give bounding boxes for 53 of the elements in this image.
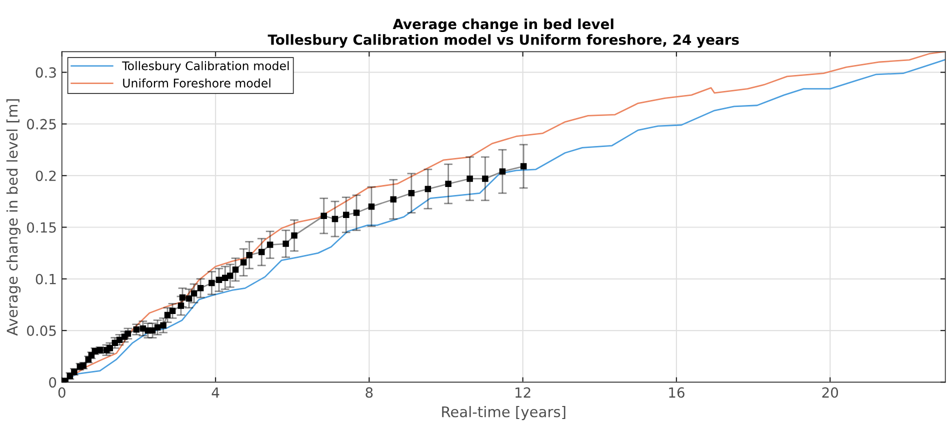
point xyxy=(445,180,452,187)
point xyxy=(190,290,198,296)
y-tick-label: 0.3 xyxy=(36,67,56,78)
chart-subtitle: Tollesbury Calibration model vs Uniform foreshore, 24 years xyxy=(268,34,739,48)
point xyxy=(208,280,215,286)
point xyxy=(482,176,488,182)
point xyxy=(320,212,327,220)
x-axis-title: Real-time [years] xyxy=(442,406,566,420)
point xyxy=(222,274,228,281)
x-tick-label: 16 xyxy=(669,387,684,398)
point xyxy=(164,312,171,318)
point xyxy=(169,308,176,314)
point xyxy=(258,248,265,256)
point xyxy=(353,210,360,216)
point xyxy=(232,266,239,273)
y-tick-label: 0 xyxy=(49,377,56,388)
legend-label: Uniform Foreshore model xyxy=(123,78,270,88)
x-tick-label: 4 xyxy=(212,387,220,398)
y-tick-label: 0.25 xyxy=(27,118,56,130)
y-tick-label: 0.15 xyxy=(27,222,56,233)
point xyxy=(240,259,247,266)
point xyxy=(179,294,186,301)
point xyxy=(342,212,350,218)
point xyxy=(124,330,132,337)
point xyxy=(332,216,338,222)
y-axis-title: Average change in bed level [m] xyxy=(6,99,21,336)
chart-title: Average change in bed level xyxy=(392,18,614,32)
point xyxy=(520,163,527,170)
point xyxy=(368,203,375,210)
point xyxy=(408,190,415,196)
point xyxy=(246,252,252,258)
point xyxy=(226,272,234,279)
y-tick-label: 0.2 xyxy=(36,170,56,182)
point xyxy=(291,232,298,239)
y-tick-label: 0.05 xyxy=(27,325,56,336)
point xyxy=(390,196,396,202)
point xyxy=(154,324,161,331)
x-tick-label: 20 xyxy=(822,387,838,398)
x-tick-label: 8 xyxy=(366,387,373,398)
point xyxy=(499,168,506,175)
point xyxy=(216,276,222,284)
point xyxy=(160,322,166,328)
point xyxy=(186,295,192,302)
y-tick-label: 0.1 xyxy=(36,274,56,284)
point xyxy=(424,186,432,192)
point xyxy=(266,242,274,248)
point xyxy=(178,302,184,309)
x-tick-label: 12 xyxy=(516,387,530,398)
x-tick-label: 0 xyxy=(58,387,66,398)
point xyxy=(466,176,473,182)
legend-label: Tollesbury Calibration model xyxy=(122,61,289,73)
point xyxy=(282,240,289,247)
point xyxy=(197,285,204,292)
